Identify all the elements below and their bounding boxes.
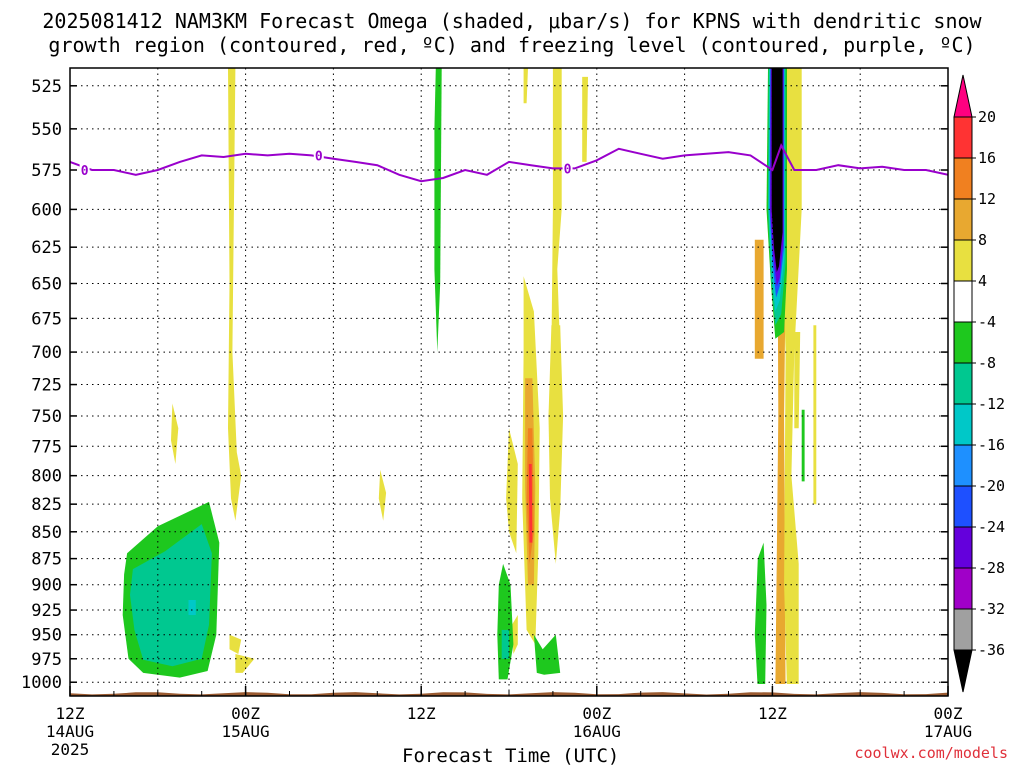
omega-region: [533, 634, 561, 675]
colorbar-label: -16: [978, 436, 1005, 454]
colorbar-label: -24: [978, 518, 1005, 536]
x-tick-label: 00Z: [231, 704, 260, 723]
colorbar-label: -12: [978, 395, 1005, 413]
omega-region: [497, 563, 514, 680]
colorbar-bottom-arrow: [953, 649, 973, 693]
omega-region: [528, 464, 533, 543]
y-tick-label: 625: [31, 238, 62, 258]
freezing-level-line: [70, 143, 948, 183]
colorbar-label: -32: [978, 600, 1005, 618]
colorbar-segment: [953, 526, 973, 569]
y-tick-label: 925: [31, 601, 62, 621]
colorbar-segment: [953, 157, 973, 200]
colorbar-segment: [953, 608, 973, 651]
y-tick-label: 825: [31, 495, 62, 515]
omega-region: [228, 68, 242, 521]
y-tick-label: 675: [31, 309, 62, 329]
colorbar-segment: [953, 321, 973, 364]
y-tick-label: 600: [31, 200, 62, 220]
colorbar-label: 4: [978, 272, 987, 290]
freezing-level-label: 0: [81, 164, 89, 179]
omega-region: [434, 68, 442, 353]
colorbar-label: -28: [978, 559, 1005, 577]
x-tick-label: 00Z: [934, 704, 963, 723]
omega-region: [794, 332, 801, 429]
colorbar-label: 16: [978, 149, 996, 167]
chart-title-line2: growth region (contoured, red, ºC) and f…: [48, 33, 976, 57]
colorbar-label: 20: [978, 108, 996, 126]
colorbar-label: 12: [978, 190, 996, 208]
y-tick-label: 750: [31, 407, 62, 427]
x-tick-label: 12Z: [56, 704, 85, 723]
omega-region: [378, 469, 387, 521]
y-tick-label: 800: [31, 467, 62, 487]
x-tick-year: 2025: [51, 740, 90, 759]
freezing-level-label: 0: [315, 149, 323, 164]
colorbar-segment: [953, 116, 973, 159]
omega-region: [523, 68, 528, 104]
x-tick-date: 15AUG: [222, 722, 270, 741]
x-tick-date: 16AUG: [573, 722, 621, 741]
freezing-level-label: 0: [564, 162, 572, 177]
credit-text: coolwx.com/models: [854, 744, 1008, 762]
omega-region: [501, 629, 509, 659]
omega-region: [754, 542, 767, 690]
omega-region: [188, 600, 196, 615]
x-tick-date: 14AUG: [46, 722, 94, 741]
x-axis-title: Forecast Time (UTC): [402, 745, 620, 767]
y-tick-label: 650: [31, 274, 62, 294]
colorbar-segment: [953, 362, 973, 405]
omega-region: [548, 325, 564, 564]
y-tick-label: 700: [31, 343, 62, 363]
omega-region: [801, 409, 805, 482]
colorbar-top-arrow: [953, 74, 973, 118]
colorbar-label: 8: [978, 231, 987, 249]
y-tick-label: 525: [31, 77, 62, 97]
y-tick-label: 950: [31, 626, 62, 646]
y-tick-label: 575: [31, 161, 62, 181]
y-tick-label: 775: [31, 437, 62, 457]
colorbar-segment: [953, 280, 973, 323]
colorbar-label: -20: [978, 477, 1005, 495]
omega-region: [771, 68, 783, 272]
omega-region: [235, 654, 255, 673]
x-tick-label: 12Z: [407, 704, 436, 723]
colorbar-segment: [953, 567, 973, 610]
y-tick-label: 1000: [21, 673, 62, 693]
omega-region: [582, 76, 588, 162]
omega-region: [754, 239, 764, 359]
omega-region: [171, 403, 179, 464]
y-tick-label: 850: [31, 523, 62, 543]
x-tick-label: 12Z: [758, 704, 787, 723]
x-tick-label: 00Z: [582, 704, 611, 723]
omega-region: [506, 428, 518, 554]
chart-title-line1: 2025081412 NAM3KM Forecast Omega (shaded…: [42, 9, 982, 33]
omega-region: [130, 524, 212, 667]
colorbar-segment: [953, 198, 973, 241]
y-tick-label: 975: [31, 650, 62, 670]
colorbar-segment: [953, 485, 973, 528]
colorbar-segment: [953, 444, 973, 487]
omega-region: [229, 634, 242, 654]
colorbar-segment: [953, 403, 973, 446]
y-tick-label: 550: [31, 120, 62, 140]
x-tick-date: 17AUG: [924, 722, 972, 741]
y-tick-label: 725: [31, 376, 62, 396]
y-tick-label: 875: [31, 550, 62, 570]
y-tick-label: 900: [31, 576, 62, 596]
colorbar-label: -36: [978, 641, 1005, 659]
colorbar-label: -4: [978, 313, 996, 331]
freezing-level-label-bg: [313, 147, 324, 163]
freezing-level-label-bg: [562, 160, 573, 176]
omega-region: [813, 325, 817, 505]
freezing-level-label-bg: [79, 162, 90, 178]
colorbar-label: -8: [978, 354, 996, 372]
colorbar-segment: [953, 239, 973, 282]
